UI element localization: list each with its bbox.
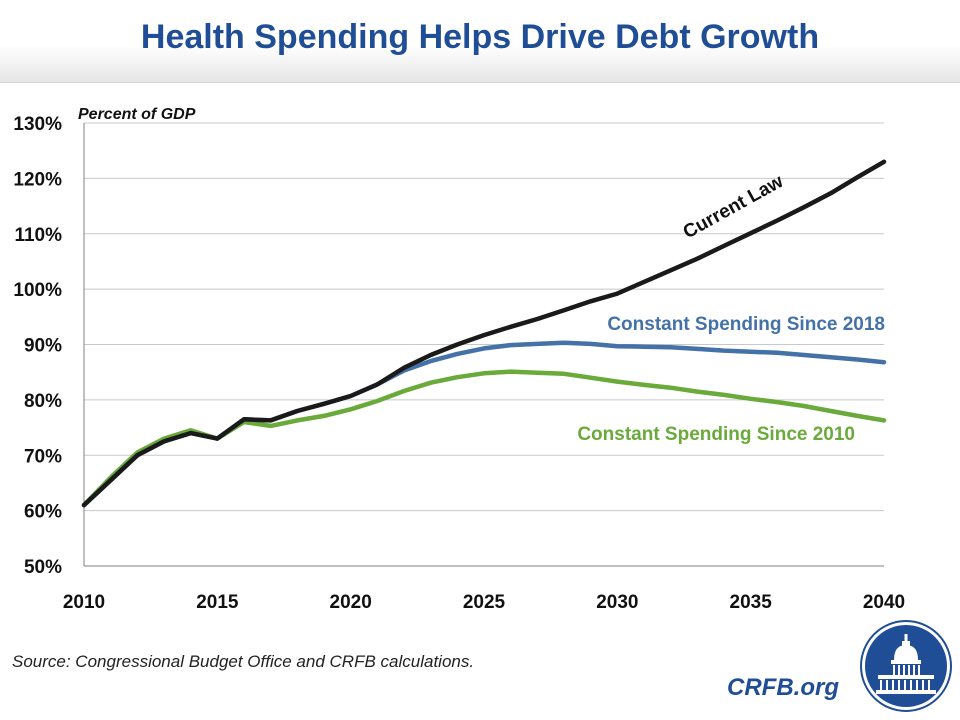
x-tick-label: 2040 <box>863 592 905 613</box>
y-tick-label: 60% <box>24 502 62 523</box>
title-bar: Health Spending Helps Drive Debt Growth <box>0 0 960 83</box>
y-tick-label: 130% <box>13 114 62 135</box>
x-tick-label: 2035 <box>730 592 773 613</box>
series-label-1: Constant Spending Since 2018 <box>607 314 885 335</box>
y-tick-label: 50% <box>24 557 62 578</box>
source-note: Source: Congressional Budget Office and … <box>12 652 475 671</box>
series-label-2: Constant Spending Since 2010 <box>577 424 855 445</box>
y-tick-label: 110% <box>14 225 62 246</box>
y-axis-label: Percent of GDP <box>78 106 196 123</box>
x-tick-label: 2010 <box>63 592 105 613</box>
y-tick-label: 90% <box>24 336 62 357</box>
capitol-seal-icon <box>860 620 952 712</box>
x-tick-label: 2015 <box>196 592 239 613</box>
series-label-0: Current Law <box>680 171 787 243</box>
x-tick-label: 2025 <box>463 592 506 613</box>
x-tick-label: 2030 <box>596 592 638 613</box>
y-tick-label: 70% <box>24 446 62 467</box>
x-tick-label: 2020 <box>330 592 372 613</box>
y-tick-label: 120% <box>13 169 62 190</box>
y-tick-label: 100% <box>13 280 62 301</box>
chart-title: Health Spending Helps Drive Debt Growth <box>140 18 820 56</box>
brand-link[interactable]: CRFB.org <box>727 674 839 701</box>
series-line-0 <box>81 159 887 508</box>
y-tick-label: 80% <box>24 391 62 412</box>
